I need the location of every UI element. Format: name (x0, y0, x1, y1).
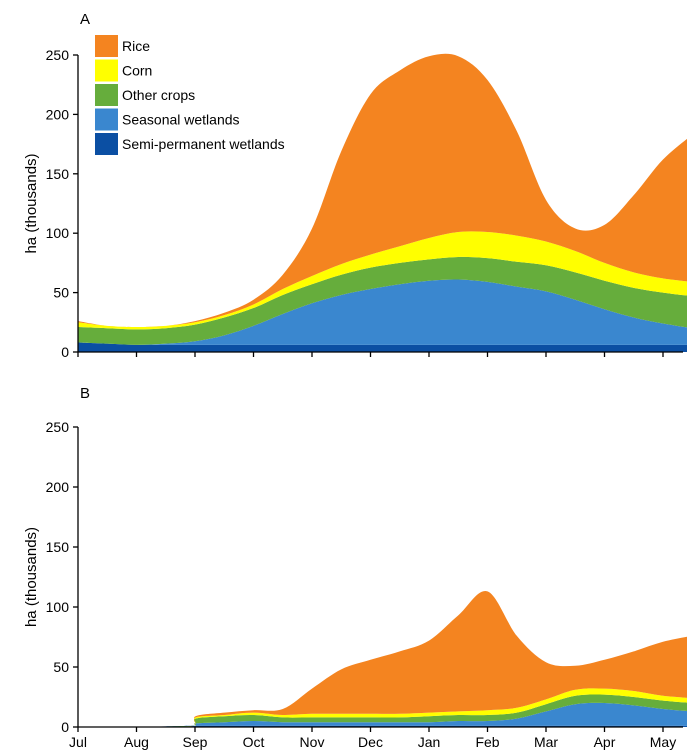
legend-label: Corn (122, 63, 152, 79)
panel-label-b: B (80, 385, 90, 402)
y-tick-label: 0 (61, 344, 69, 360)
legend-swatch-other-crops (95, 84, 118, 106)
y-axis-label: ha (thousands) (23, 527, 40, 627)
y-tick-label: 100 (46, 225, 70, 241)
y-tick-label: 250 (46, 419, 70, 435)
x-tick-label: Feb (475, 734, 499, 750)
legend-swatch-seasonal-wetlands (95, 108, 118, 131)
legend-swatch-semi-permanent-wetlands (95, 133, 118, 155)
area-corn (78, 688, 687, 728)
y-tick-label: 0 (61, 719, 69, 735)
y-tick-label: 200 (46, 106, 70, 122)
area-rice (78, 591, 687, 728)
area-seasonal-wetlands (78, 702, 687, 728)
panel-b: 0 50 100 150 200 250 Jul Aug Sep Oct Nov Dec Jan Feb M… (23, 385, 687, 750)
x-tick-label: Jul (69, 734, 87, 750)
area-corn (78, 231, 687, 330)
legend-label: Semi-permanent wetlands (122, 136, 285, 152)
area-seasonal-wetlands (78, 279, 687, 345)
legend-label: Rice (122, 38, 150, 54)
x-tick-label: Oct (243, 734, 265, 750)
y-tick-label: 50 (53, 285, 69, 301)
x-tick-label: Jan (418, 734, 441, 750)
legend-label: Other crops (122, 87, 195, 103)
x-tick-label: Apr (594, 734, 616, 750)
y-axis-label: ha (thousands) (23, 153, 40, 253)
area-other-crops (78, 694, 687, 728)
y-tick-label: 200 (46, 479, 70, 495)
x-tick-label: Dec (358, 734, 383, 750)
area-other-crops (78, 256, 687, 345)
y-tick-label: 150 (46, 539, 70, 555)
panel-a: 0 50 100 150 200 250 ha (thousands) A (23, 11, 687, 360)
area-rice (78, 53, 687, 328)
y-tick-label: 150 (46, 166, 70, 182)
legend-label: Seasonal wetlands (122, 112, 240, 128)
area-semi-permanent-wetlands (78, 342, 687, 352)
y-tick-label: 100 (46, 599, 70, 615)
x-tick-label: Mar (534, 734, 558, 750)
x-tick-label: Aug (124, 734, 149, 750)
legend-swatch-corn (95, 59, 118, 82)
y-tick-label: 250 (46, 47, 70, 63)
x-tick-label: May (650, 734, 676, 750)
panel-label-a: A (80, 11, 90, 28)
y-tick-label: 50 (53, 659, 69, 675)
legend-swatch-rice (95, 35, 118, 57)
x-tick-label: Sep (183, 734, 208, 750)
x-tick-label: Nov (300, 734, 325, 750)
legend: Rice Corn Other crops Seasonal wetlands Semi… (95, 35, 285, 155)
